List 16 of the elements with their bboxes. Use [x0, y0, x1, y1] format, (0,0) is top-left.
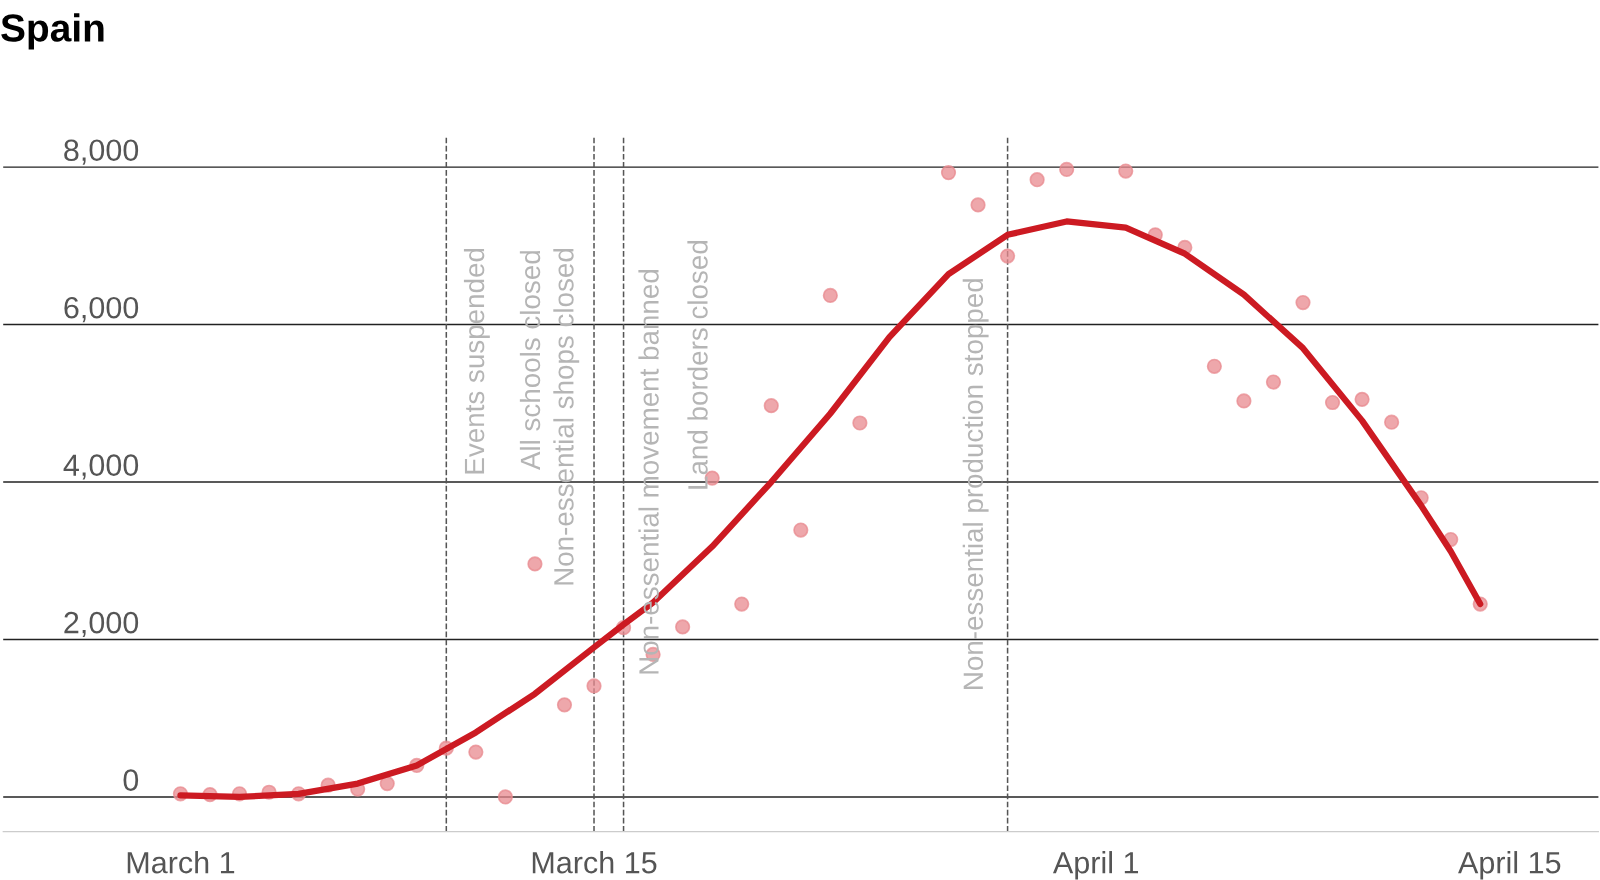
y-tick-label: 6,000: [64, 296, 139, 323]
annotation: All schools closed: [519, 251, 541, 471]
annotation: Land borders closed: [687, 241, 708, 489]
y-tick-label: 2,000: [64, 611, 139, 638]
ref-line-label: Non-essential production stopped: [962, 279, 989, 689]
x-tick-label: March 15: [532, 851, 657, 874]
ref-line-label: Non-essential movement banned: [638, 270, 659, 674]
chart-title: Spain: [1, 13, 104, 50]
ref-line-label: Non-essential shops closed: [553, 248, 580, 585]
y-tick-label: 0: [123, 769, 139, 791]
ref-line-label: Events suspended: [463, 248, 490, 474]
y-tick-label: 4,000: [63, 454, 139, 480]
x-tick-label: April 15: [1458, 851, 1561, 880]
x-tick-label: April 1: [1052, 851, 1139, 880]
x-tick-label: March 1: [127, 851, 235, 874]
y-tick-label: 8,000: [64, 139, 139, 165]
